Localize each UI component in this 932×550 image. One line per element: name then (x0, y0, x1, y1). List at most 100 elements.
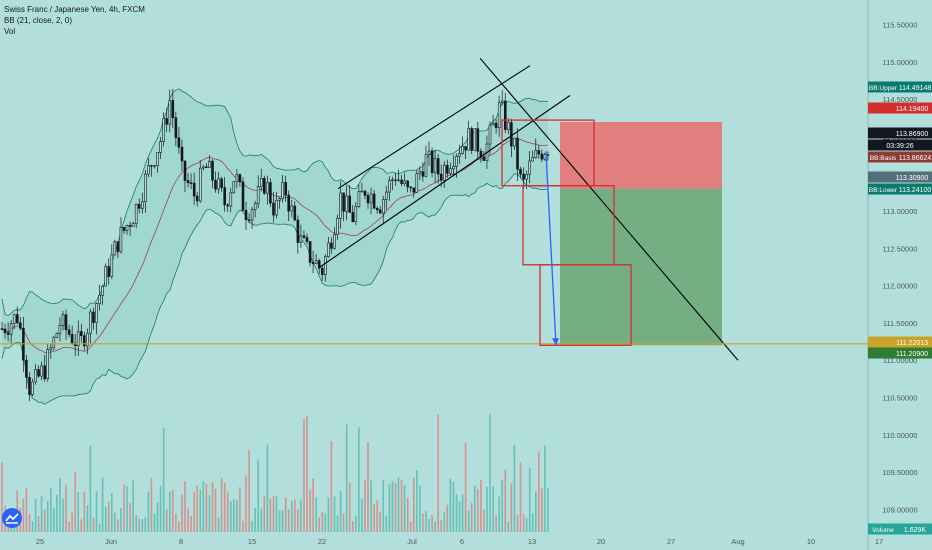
candle-body (80, 331, 83, 336)
volume-bar (159, 485, 162, 532)
candle-body (476, 128, 480, 152)
volume-bar (138, 518, 140, 532)
volume-bar (348, 482, 351, 532)
candle (400, 175, 403, 187)
volume-bar (107, 501, 110, 532)
candle-body (171, 100, 175, 119)
volume-bar (376, 500, 378, 532)
candle-body (165, 118, 168, 125)
volume-bar (519, 462, 522, 532)
candle (351, 205, 355, 223)
candle (43, 354, 47, 382)
candle (363, 189, 367, 200)
candle-body (467, 128, 471, 151)
volume-bar (153, 513, 156, 532)
price-label-tag (868, 151, 898, 163)
candle (159, 137, 162, 159)
candle-body (311, 262, 315, 264)
volume-bar (388, 483, 391, 532)
price-label: BB:Basis 113.86624 (868, 151, 932, 163)
bb-upper-line (1, 88, 549, 317)
candle-body (397, 179, 400, 182)
time-tick-label: 10 (807, 537, 815, 546)
candle (415, 169, 419, 193)
volume-bar (489, 414, 491, 532)
candle-body (67, 329, 71, 335)
tradingview-logo-icon[interactable] (2, 508, 22, 528)
drawings[interactable] (0, 57, 868, 361)
candle-body (116, 241, 120, 253)
candle-body (122, 227, 126, 231)
candle-body (540, 153, 544, 160)
volume-bar (419, 485, 421, 532)
stop-loss-zone (560, 122, 722, 189)
volume-bar (187, 508, 189, 532)
candle-body (76, 331, 80, 347)
candle (540, 149, 544, 163)
candle-body (55, 333, 59, 338)
candle-body (226, 204, 229, 207)
volume-bar (504, 469, 507, 532)
candle-body (278, 198, 281, 201)
price-labels: BB:Upper 114.49148 114.19400 113.86900 BB:Ba… (868, 81, 932, 535)
price-label-box (868, 336, 932, 348)
candle (357, 184, 361, 209)
volume-bar (294, 499, 296, 532)
candle-body (64, 314, 68, 331)
candle-body (470, 128, 474, 151)
volume-bar (327, 497, 330, 532)
volume-indicator-label[interactable]: Vol (4, 27, 16, 36)
candle (366, 192, 370, 209)
price-tick-label: 115.50000 (883, 21, 918, 30)
time-tick-label: Jun (105, 537, 117, 546)
price-label-value: 113.24100 (899, 187, 932, 194)
volume-bar (65, 484, 67, 532)
bb-indicator-label[interactable]: BB (21, close, 2, 0) (4, 16, 73, 25)
candle-body (15, 314, 19, 324)
time-tick-label: 6 (460, 537, 464, 546)
candle (171, 88, 175, 129)
volume-bar (46, 501, 49, 532)
candle-body (284, 182, 288, 196)
candle (296, 215, 300, 254)
candle-body (330, 242, 333, 249)
price-tick-label: 111.50000 (883, 319, 917, 328)
candle (275, 191, 278, 219)
candle-body (455, 156, 458, 167)
volume-bar (446, 504, 449, 532)
candle (235, 169, 239, 189)
candle-body (534, 150, 538, 158)
volume-bar (495, 515, 497, 532)
price-label-value: 114.19400 (896, 106, 929, 113)
volume-bar (178, 521, 180, 532)
volume-bar (486, 486, 488, 532)
candle (253, 200, 257, 218)
candle (269, 178, 272, 207)
candle-body (430, 150, 434, 174)
countdown-box (868, 139, 932, 151)
price-tick-label: 109.50000 (882, 468, 917, 477)
candle-body (180, 146, 184, 162)
time-axis[interactable]: 25 Jun 8 15 22 Jul 6 13 20 27 Aug 10 17 (36, 537, 883, 546)
candle-body (537, 150, 541, 155)
volume-bar (68, 521, 70, 532)
candle-body (262, 178, 266, 194)
candle (104, 263, 107, 287)
volume-bar (300, 499, 302, 532)
candle (165, 107, 168, 133)
volume-bar (498, 496, 500, 532)
candle-body (363, 190, 367, 196)
candle-body (220, 178, 223, 188)
price-label: 113.30900 (868, 171, 932, 183)
candle (488, 121, 492, 155)
candle (336, 214, 339, 240)
symbol-title[interactable]: Swiss Franc / Japanese Yen, 4h, FXCM (4, 5, 145, 14)
price-label: Volume 1.629K (868, 523, 932, 535)
candle-body (159, 141, 162, 153)
volume-bar (77, 492, 79, 532)
candle (186, 172, 190, 188)
volume-bar (59, 478, 61, 532)
candle-body (445, 164, 449, 174)
